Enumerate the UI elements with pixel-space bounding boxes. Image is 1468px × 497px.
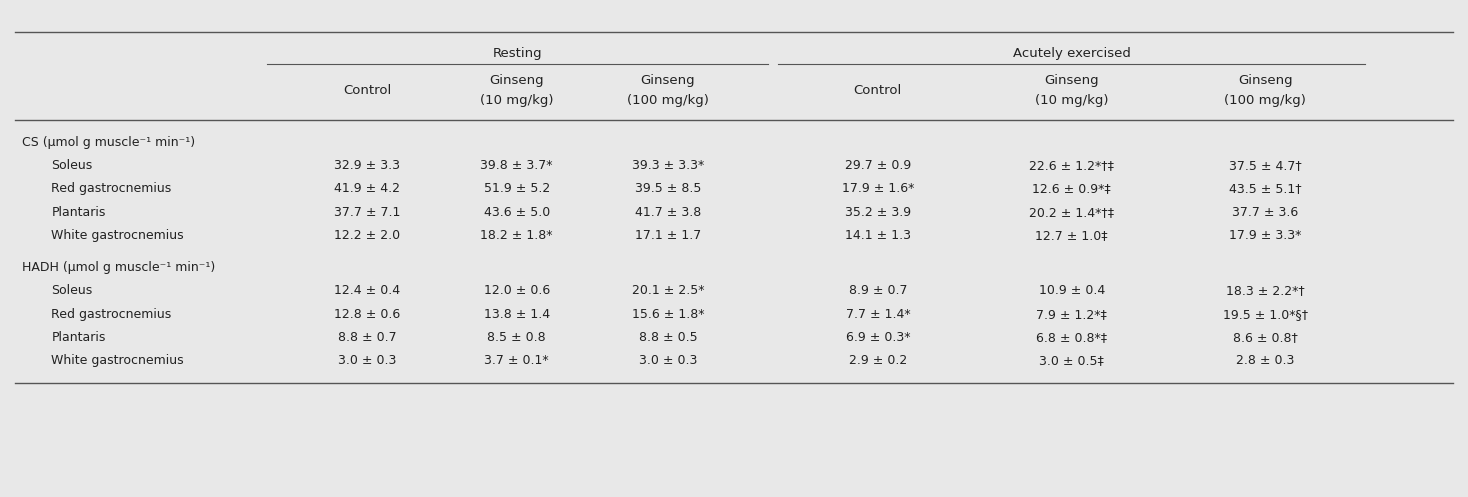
Text: 2.8 ± 0.3: 2.8 ± 0.3 bbox=[1236, 354, 1295, 367]
Text: 13.8 ± 1.4: 13.8 ± 1.4 bbox=[483, 308, 550, 321]
Text: 17.9 ± 3.3*: 17.9 ± 3.3* bbox=[1229, 229, 1302, 242]
Text: 8.8 ± 0.5: 8.8 ± 0.5 bbox=[639, 331, 697, 344]
Text: Plantaris: Plantaris bbox=[51, 331, 106, 344]
Text: Acutely exercised: Acutely exercised bbox=[1013, 47, 1130, 60]
Text: 51.9 ± 5.2: 51.9 ± 5.2 bbox=[483, 182, 550, 195]
Text: 8.6 ± 0.8†: 8.6 ± 0.8† bbox=[1233, 331, 1298, 344]
Text: CS (μmol g muscle⁻¹ min⁻¹): CS (μmol g muscle⁻¹ min⁻¹) bbox=[22, 136, 195, 149]
Text: 12.6 ± 0.9*‡: 12.6 ± 0.9*‡ bbox=[1032, 182, 1111, 195]
Text: 37.7 ± 3.6: 37.7 ± 3.6 bbox=[1232, 206, 1299, 219]
Text: 12.4 ± 0.4: 12.4 ± 0.4 bbox=[333, 284, 401, 297]
Text: Control: Control bbox=[854, 84, 901, 97]
Text: 18.2 ± 1.8*: 18.2 ± 1.8* bbox=[480, 229, 553, 242]
Text: Soleus: Soleus bbox=[51, 159, 92, 172]
Text: Ginseng: Ginseng bbox=[489, 74, 545, 87]
Text: 20.2 ± 1.4*†‡: 20.2 ± 1.4*†‡ bbox=[1029, 206, 1114, 219]
Text: 12.2 ± 2.0: 12.2 ± 2.0 bbox=[333, 229, 401, 242]
Text: 6.9 ± 0.3*: 6.9 ± 0.3* bbox=[846, 331, 910, 344]
Text: 6.8 ± 0.8*‡: 6.8 ± 0.8*‡ bbox=[1036, 331, 1107, 344]
Text: 29.7 ± 0.9: 29.7 ± 0.9 bbox=[844, 159, 912, 172]
Text: White gastrocnemius: White gastrocnemius bbox=[51, 229, 184, 242]
Text: 12.8 ± 0.6: 12.8 ± 0.6 bbox=[333, 308, 401, 321]
Text: (100 mg/kg): (100 mg/kg) bbox=[627, 94, 709, 107]
Text: 43.6 ± 5.0: 43.6 ± 5.0 bbox=[483, 206, 550, 219]
Text: White gastrocnemius: White gastrocnemius bbox=[51, 354, 184, 367]
Text: 43.5 ± 5.1†: 43.5 ± 5.1† bbox=[1229, 182, 1302, 195]
Text: 17.9 ± 1.6*: 17.9 ± 1.6* bbox=[841, 182, 915, 195]
Text: Control: Control bbox=[344, 84, 390, 97]
Text: Red gastrocnemius: Red gastrocnemius bbox=[51, 182, 172, 195]
Text: HADH (μmol g muscle⁻¹ min⁻¹): HADH (μmol g muscle⁻¹ min⁻¹) bbox=[22, 261, 216, 274]
Text: 39.8 ± 3.7*: 39.8 ± 3.7* bbox=[480, 159, 553, 172]
Text: 8.9 ± 0.7: 8.9 ± 0.7 bbox=[849, 284, 907, 297]
Text: 20.1 ± 2.5*: 20.1 ± 2.5* bbox=[631, 284, 705, 297]
Text: Red gastrocnemius: Red gastrocnemius bbox=[51, 308, 172, 321]
Text: 12.0 ± 0.6: 12.0 ± 0.6 bbox=[483, 284, 550, 297]
Text: 39.5 ± 8.5: 39.5 ± 8.5 bbox=[634, 182, 702, 195]
Text: (100 mg/kg): (100 mg/kg) bbox=[1224, 94, 1307, 107]
Text: 41.9 ± 4.2: 41.9 ± 4.2 bbox=[335, 182, 399, 195]
Text: 14.1 ± 1.3: 14.1 ± 1.3 bbox=[846, 229, 910, 242]
Text: Plantaris: Plantaris bbox=[51, 206, 106, 219]
Text: Soleus: Soleus bbox=[51, 284, 92, 297]
Text: Ginseng: Ginseng bbox=[1044, 74, 1100, 87]
Text: Ginseng: Ginseng bbox=[640, 74, 696, 87]
Text: 3.0 ± 0.5‡: 3.0 ± 0.5‡ bbox=[1039, 354, 1104, 367]
Text: 32.9 ± 3.3: 32.9 ± 3.3 bbox=[335, 159, 399, 172]
Text: 3.0 ± 0.3: 3.0 ± 0.3 bbox=[338, 354, 396, 367]
Text: 3.7 ± 0.1*: 3.7 ± 0.1* bbox=[484, 354, 549, 367]
Text: 37.7 ± 7.1: 37.7 ± 7.1 bbox=[333, 206, 401, 219]
Text: (10 mg/kg): (10 mg/kg) bbox=[1035, 94, 1108, 107]
Text: 7.9 ± 1.2*‡: 7.9 ± 1.2*‡ bbox=[1036, 308, 1107, 321]
Text: 39.3 ± 3.3*: 39.3 ± 3.3* bbox=[631, 159, 705, 172]
Text: (10 mg/kg): (10 mg/kg) bbox=[480, 94, 553, 107]
Text: 35.2 ± 3.9: 35.2 ± 3.9 bbox=[844, 206, 912, 219]
Text: 15.6 ± 1.8*: 15.6 ± 1.8* bbox=[631, 308, 705, 321]
Text: Ginseng: Ginseng bbox=[1238, 74, 1293, 87]
Text: 17.1 ± 1.7: 17.1 ± 1.7 bbox=[634, 229, 702, 242]
Text: 2.9 ± 0.2: 2.9 ± 0.2 bbox=[849, 354, 907, 367]
Text: Resting: Resting bbox=[493, 47, 542, 60]
Text: 22.6 ± 1.2*†‡: 22.6 ± 1.2*†‡ bbox=[1029, 159, 1114, 172]
Text: 7.7 ± 1.4*: 7.7 ± 1.4* bbox=[846, 308, 910, 321]
Text: 37.5 ± 4.7†: 37.5 ± 4.7† bbox=[1229, 159, 1302, 172]
Text: 18.3 ± 2.2*†: 18.3 ± 2.2*† bbox=[1226, 284, 1305, 297]
Text: 3.0 ± 0.3: 3.0 ± 0.3 bbox=[639, 354, 697, 367]
Text: 8.5 ± 0.8: 8.5 ± 0.8 bbox=[487, 331, 546, 344]
Text: 10.9 ± 0.4: 10.9 ± 0.4 bbox=[1038, 284, 1105, 297]
Text: 19.5 ± 1.0*§†: 19.5 ± 1.0*§† bbox=[1223, 308, 1308, 321]
Text: 12.7 ± 1.0‡: 12.7 ± 1.0‡ bbox=[1035, 229, 1108, 242]
Text: 41.7 ± 3.8: 41.7 ± 3.8 bbox=[634, 206, 702, 219]
Text: 8.8 ± 0.7: 8.8 ± 0.7 bbox=[338, 331, 396, 344]
